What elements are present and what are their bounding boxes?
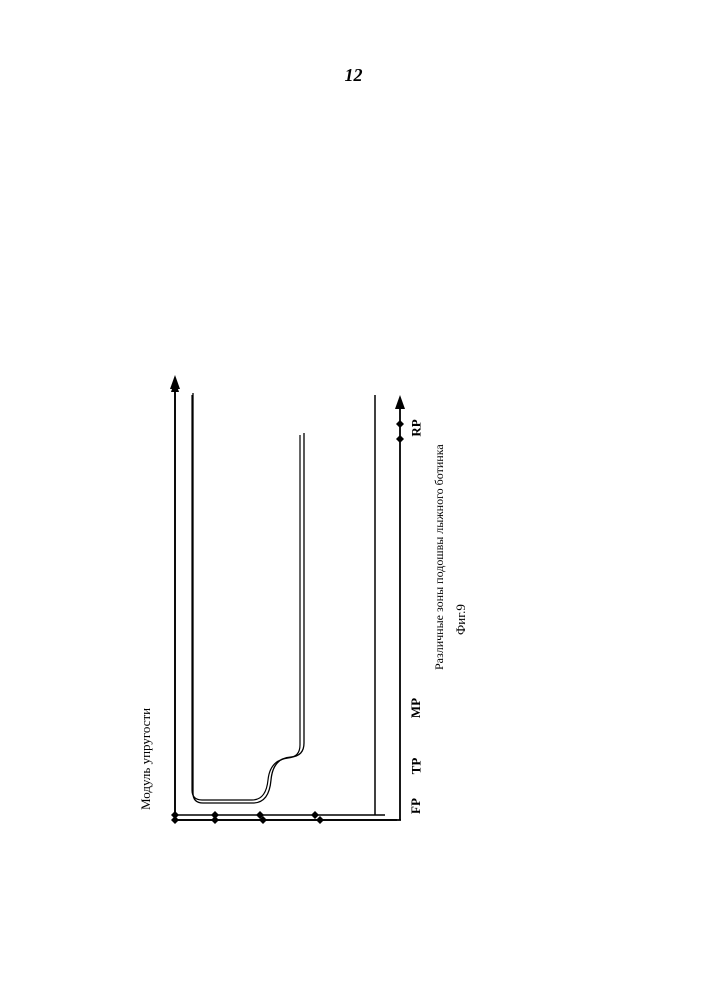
- y-axis-label: Модуль упругости: [138, 708, 154, 810]
- tick-label-rp: RP: [409, 419, 425, 436]
- chart-main: [155, 375, 400, 835]
- tick-label-tp: TP: [408, 758, 424, 775]
- figure-label: Фиг.9: [453, 604, 469, 635]
- x-axis-label: Различные зоны подошвы лыжного ботинка: [432, 444, 447, 670]
- tick-label-mp: MP: [408, 698, 424, 718]
- tick-label-fp: FP: [408, 798, 424, 814]
- page-number: 12: [345, 65, 363, 86]
- x-axis-connector: [155, 815, 405, 825]
